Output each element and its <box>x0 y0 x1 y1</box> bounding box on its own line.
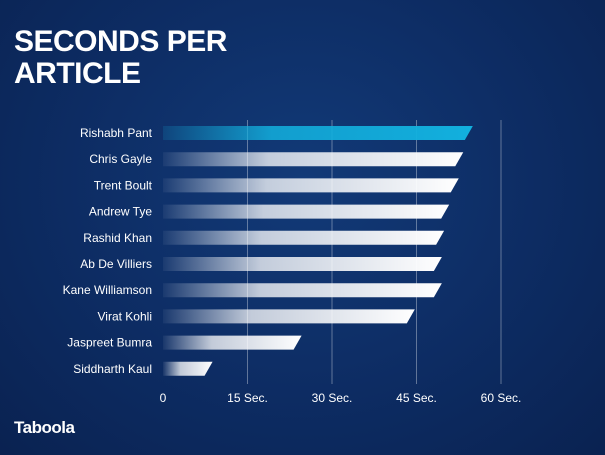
category-labels: Rishabh Pant Chris Gayle Trent Boult Andrew… <box>63 126 153 376</box>
category-label: Kane Williamson <box>63 283 152 297</box>
category-label: Chris Gayle <box>89 152 152 166</box>
x-tick-label: 0 <box>160 391 167 405</box>
bar <box>163 309 415 324</box>
x-axis-ticks: 0 15 Sec. 30 Sec. 45 Sec. 60 Sec. <box>160 391 522 405</box>
x-tick-label: 30 Sec. <box>312 391 353 405</box>
category-label: Rashid Khan <box>83 231 152 245</box>
category-label: Jaspreet Bumra <box>67 336 152 350</box>
bar <box>163 204 450 219</box>
bar <box>163 178 459 193</box>
x-tick-label: 45 Sec. <box>396 391 437 405</box>
bar <box>163 335 302 350</box>
bar <box>163 361 213 376</box>
bar <box>163 152 464 167</box>
title-line-1: SECONDS PER <box>14 25 227 58</box>
x-tick-label: 15 Sec. <box>227 391 268 405</box>
category-label: Virat Kohli <box>98 309 152 323</box>
category-label: Siddharth Kaul <box>73 362 152 376</box>
category-label: Rishabh Pant <box>80 126 153 140</box>
category-label: Trent Boult <box>94 178 153 192</box>
bars <box>163 126 473 376</box>
taboola-logo: Taboola <box>14 418 75 437</box>
title-line-2: ARTICLE <box>14 57 141 90</box>
bar-highlight <box>163 126 473 140</box>
bar <box>163 230 445 245</box>
bar <box>163 257 442 271</box>
x-tick-label: 60 Sec. <box>481 391 522 405</box>
category-label: Ab De Villiers <box>80 257 152 271</box>
category-label: Andrew Tye <box>89 205 152 219</box>
chart-title: SECONDS PER ARTICLE <box>14 26 227 90</box>
bar <box>163 283 442 298</box>
